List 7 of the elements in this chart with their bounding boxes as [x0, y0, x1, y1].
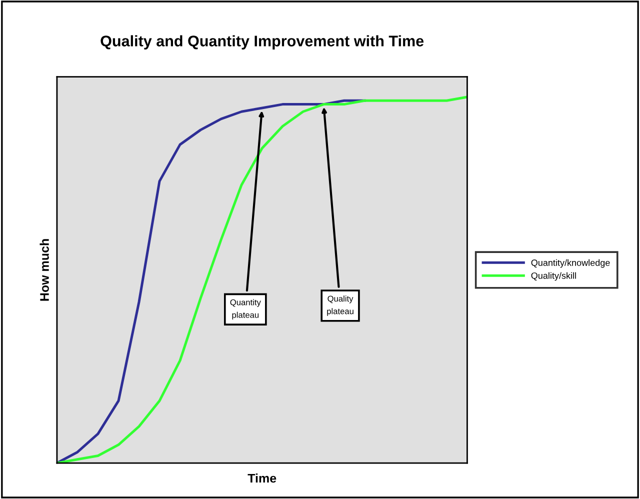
- x-axis-title: Time: [248, 473, 276, 483]
- legend-label: Quality/skill: [531, 272, 576, 281]
- legend-label: Quantity/knowledge: [531, 259, 610, 268]
- annotation: Quality plateau: [327, 296, 354, 316]
- annotation: Quantity plateau: [230, 299, 261, 320]
- chart-title: Quality and Quantity Improvement with Time: [100, 35, 424, 50]
- y-axis-title: How much: [40, 239, 49, 301]
